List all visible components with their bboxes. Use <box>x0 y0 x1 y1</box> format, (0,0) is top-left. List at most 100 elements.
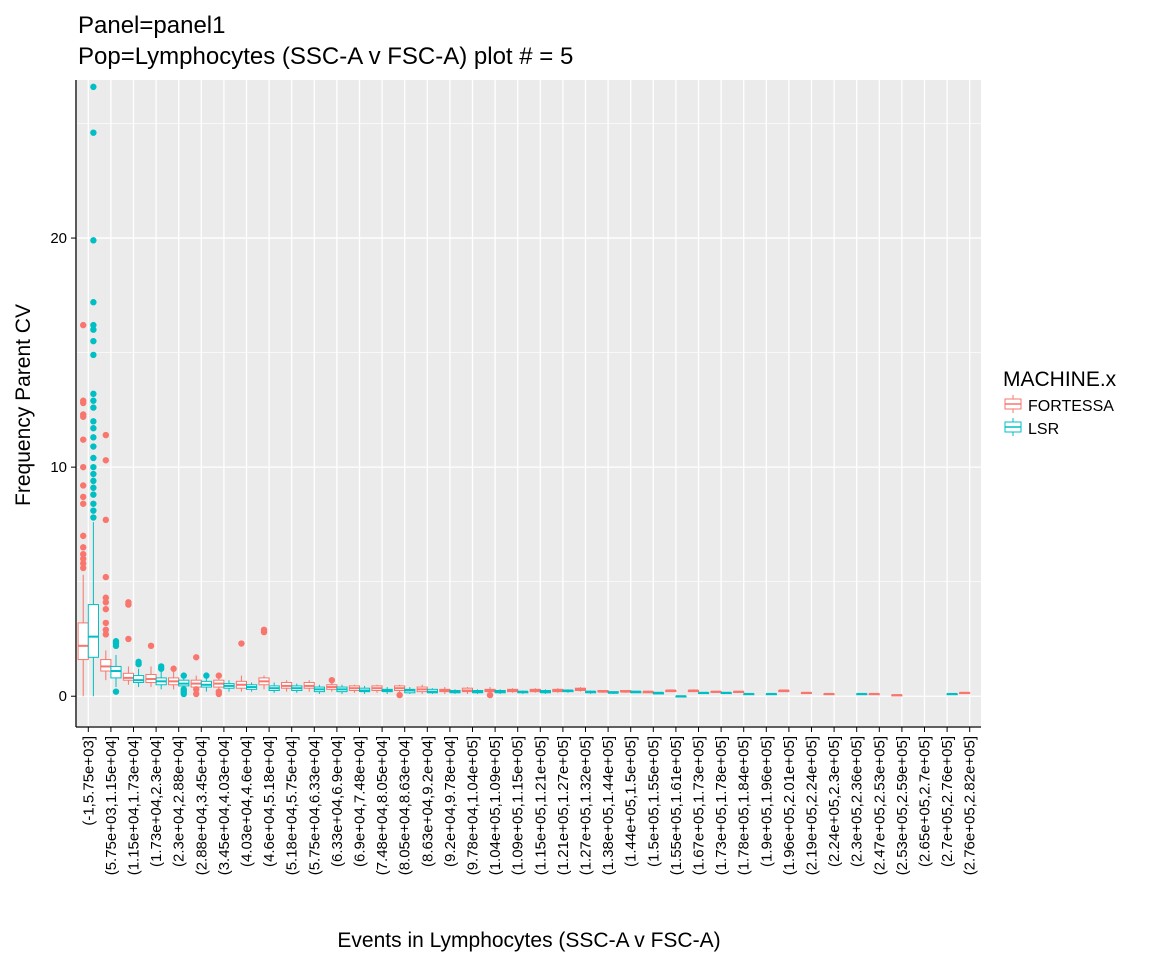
x-tick-label: (9.78e+04,1.04e+05] <box>465 736 482 875</box>
box-iqr <box>133 675 145 683</box>
outlier-point <box>90 491 97 498</box>
x-tick-label: (8.05e+04,8.63e+04] <box>397 736 414 875</box>
x-tick-label: (4.03e+04,4.6e+04] <box>239 736 256 867</box>
x-tick-label: (2.3e+04,2.88e+04] <box>171 736 188 867</box>
x-tick-label: (2.3e+05,2.36e+05] <box>849 736 866 867</box>
outlier-point <box>80 321 87 329</box>
outlier-point <box>147 642 155 650</box>
x-tick-label: (1.96e+05,2.01e+05] <box>781 736 798 875</box>
x-tick-label: (1.15e+05,1.21e+05] <box>532 736 549 875</box>
outlier-point <box>90 477 97 485</box>
x-tick-label: (8.63e+04,9.2e+04] <box>419 736 436 867</box>
box-iqr <box>77 622 89 661</box>
x-tick-label: (2.76e+05,2.82e+05] <box>962 736 979 875</box>
outlier-point <box>80 564 87 572</box>
x-axis: (-1,5.75e+03] (5.75e+03,1.15e+04] (1.15e+0… <box>80 727 979 875</box>
outlier-point <box>157 663 165 670</box>
x-tick-label: (1.73e+05,1.78e+05] <box>713 736 730 875</box>
x-tick-label: (1.21e+05,1.27e+05] <box>555 736 572 875</box>
outlier-point <box>80 532 87 540</box>
outlier-point <box>193 654 200 661</box>
legend-key-fortessa <box>1004 395 1022 413</box>
outlier-point <box>90 484 97 491</box>
legend-keys <box>1004 395 1022 436</box>
outlier-point <box>80 482 87 489</box>
outlier-point <box>90 299 97 306</box>
box-iqr <box>87 604 99 658</box>
box-iqr <box>100 659 112 672</box>
y-axis: 0 10 20 <box>50 230 76 705</box>
outlier-point <box>328 676 336 684</box>
outlier-point <box>90 129 97 136</box>
outlier-point <box>102 605 110 613</box>
outlier-point <box>80 493 87 501</box>
plot-panel <box>77 80 981 726</box>
outlier-point <box>90 514 97 521</box>
outlier-point <box>112 638 120 645</box>
x-tick-label: (6.9e+04,7.48e+04] <box>352 736 369 867</box>
outlier-point <box>396 691 403 699</box>
series-fortessa <box>77 321 971 699</box>
outlier-point <box>102 457 110 464</box>
outlier-point <box>90 463 97 471</box>
outlier-point <box>90 418 97 425</box>
outlier-point <box>90 326 97 333</box>
x-tick-label: (1.55e+05,1.61e+05] <box>668 736 685 875</box>
outlier-point <box>80 436 87 443</box>
x-tick-label: (3.45e+04,4.03e+04] <box>216 736 233 875</box>
x-tick-label: (1.04e+05,1.09e+05] <box>487 736 504 875</box>
grid-lines <box>77 80 981 726</box>
x-tick-label: (1.27e+05,1.32e+05] <box>578 736 595 875</box>
outlier-point <box>90 321 97 329</box>
outlier-point <box>102 431 110 439</box>
outlier-point <box>80 411 87 418</box>
outlier-point <box>260 626 268 633</box>
outlier-point <box>102 573 110 581</box>
x-tick-label: (7.48e+04,8.05e+04] <box>374 736 391 875</box>
legend-key-lsr <box>1004 418 1022 436</box>
legend-label-fortessa: FORTESSA <box>1028 398 1114 415</box>
x-tick-label: (2.19e+05,2.24e+05] <box>804 736 821 875</box>
box-series <box>77 83 971 699</box>
x-tick-label: (2.65e+05,2.7e+05] <box>917 736 934 867</box>
outlier-point <box>125 599 132 606</box>
outlier-point <box>80 463 87 471</box>
outlier-point <box>215 672 223 679</box>
outlier-point <box>102 626 110 633</box>
outlier-point <box>90 83 97 91</box>
y-axis-title: Frequency Parent CV <box>12 304 35 506</box>
legend-label-lsr: LSR <box>1028 421 1059 438</box>
outlier-point <box>80 555 87 562</box>
outlier-point <box>90 237 97 244</box>
outlier-point <box>215 688 223 695</box>
x-tick-label: (2.24e+05,2.3e+05] <box>826 736 843 867</box>
outlier-point <box>90 507 97 514</box>
outlier-point <box>90 404 97 411</box>
outlier-point <box>102 619 110 627</box>
outlier-point <box>90 454 97 462</box>
x-tick-label: (-1,5.75e+03] <box>80 736 97 826</box>
outlier-point <box>102 516 110 524</box>
y-tick-label: 0 <box>59 688 67 705</box>
x-tick-label: (1.38e+05,1.44e+05] <box>600 736 617 875</box>
outlier-point <box>80 500 87 507</box>
x-tick-label: (1.78e+05,1.84e+05] <box>736 736 753 875</box>
outlier-point <box>102 631 110 638</box>
x-tick-label: (1.5e+05,1.55e+05] <box>645 736 662 867</box>
chart-title-line-1: Panel=panel1 <box>78 12 225 39</box>
legend: MACHINE.x FORTESSA LSR <box>1003 368 1117 438</box>
legend-title: MACHINE.x <box>1003 368 1117 391</box>
outlier-point <box>80 560 87 567</box>
box-iqr <box>122 672 135 681</box>
x-tick-label: (1.09e+05,1.15e+05] <box>510 736 527 875</box>
x-tick-label: (2.47e+05,2.53e+05] <box>871 736 888 875</box>
x-tick-label: (5.75e+03,1.15e+04] <box>103 736 120 875</box>
x-tick-label: (5.18e+04,5.75e+04] <box>284 736 301 875</box>
outlier-point <box>90 390 97 398</box>
x-tick-label: (2.7e+05,2.76e+05] <box>939 736 956 867</box>
x-tick-label: (2.88e+04,3.45e+04] <box>193 736 210 875</box>
box-iqr <box>110 665 122 679</box>
outlier-point <box>90 337 97 345</box>
outlier-point <box>90 500 97 507</box>
